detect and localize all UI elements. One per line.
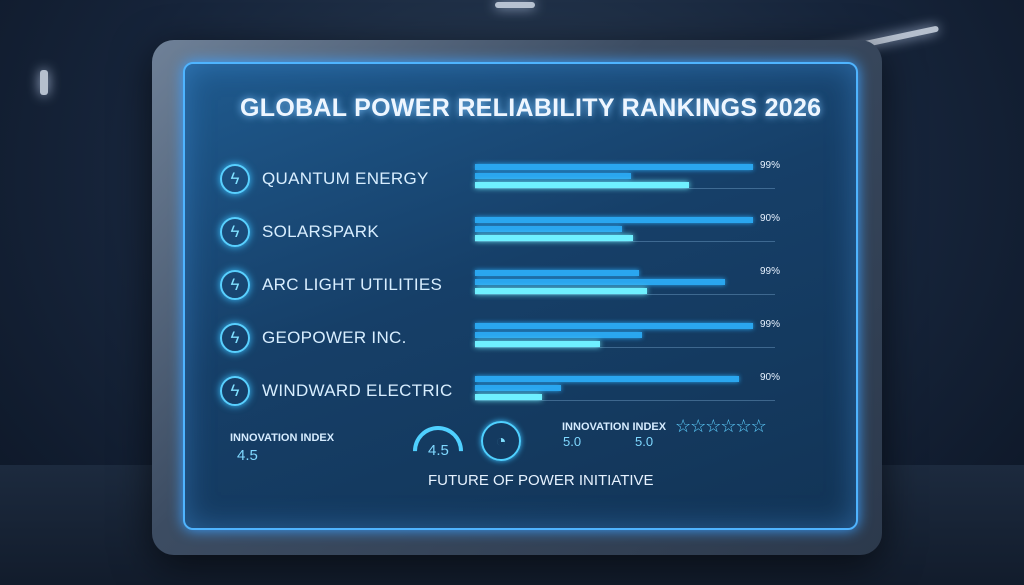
innovation-index-label-2: INNOVATION INDEX [562, 421, 667, 433]
company-name: WINDWARD ELECTRIC [262, 381, 453, 400]
grid-line [475, 294, 775, 295]
bar-bar3 [475, 341, 601, 347]
ranking-row: ϟ SOLARSPARK 90% [220, 213, 840, 257]
initiative-label: FUTURE OF POWER INITIATIVE [428, 472, 654, 489]
innovation-index-label: INNOVATION INDEX [230, 432, 335, 444]
bar-bar3 [475, 182, 690, 188]
innovation-index-value-2: 5.0 [563, 434, 582, 449]
ranking-row: ϟ WINDWARD ELECTRIC 90% [220, 372, 840, 416]
innovation-index-value: 4.5 [237, 447, 258, 464]
rating-stars: ☆☆☆☆☆☆ [675, 416, 767, 436]
dashboard-screen: GLOBAL POWER RELIABILITY RANKINGS 2026 ϟ… [183, 62, 858, 530]
bar-bar1 [475, 270, 640, 276]
page-title: GLOBAL POWER RELIABILITY RANKINGS 2026 [240, 94, 822, 122]
bar-bar3 [475, 235, 634, 241]
percent-label: 99% [760, 319, 781, 330]
percent-label: 99% [760, 266, 781, 277]
bar-bar3 [475, 288, 648, 294]
ranking-row: ϟ QUANTUM ENERGY 99% [220, 160, 840, 204]
bar-bar1 [475, 164, 753, 170]
percent-label: 99% [760, 160, 781, 171]
grid-line [475, 347, 775, 348]
bar-bar2 [475, 385, 562, 391]
lightning-bolt-icon: ϟ [220, 323, 250, 353]
bar-bar3 [475, 394, 542, 400]
speedometer-icon: ◔ [481, 421, 521, 461]
grid-line [475, 241, 775, 242]
gauge-value: 4.5 [428, 442, 449, 459]
lightning-bolt-icon: ϟ [220, 376, 250, 406]
ranking-row: ϟ ARC LIGHT UTILITIES 99% [220, 266, 840, 310]
grid-line [475, 188, 775, 189]
company-name: GEOPOWER INC. [262, 328, 407, 347]
company-name: SOLARSPARK [262, 222, 380, 241]
lightning-bolt-icon: ϟ [220, 217, 250, 247]
ceiling-light [495, 2, 535, 8]
bar-bar2 [475, 226, 623, 232]
percent-label: 90% [760, 372, 781, 383]
company-name: QUANTUM ENERGY [262, 169, 429, 188]
innovation-index-value-3: 5.0 [635, 434, 654, 449]
lightning-bolt-icon: ϟ [220, 270, 250, 300]
bar-bar1 [475, 217, 753, 223]
company-name: ARC LIGHT UTILITIES [262, 275, 443, 294]
ceiling-light [40, 70, 48, 95]
bar-bar2 [475, 332, 642, 338]
ranking-row: ϟ GEOPOWER INC. 99% [220, 319, 840, 363]
lightning-bolt-icon: ϟ [220, 164, 250, 194]
bar-bar1 [475, 376, 740, 382]
bar-bar2 [475, 279, 726, 285]
grid-line [475, 400, 775, 401]
percent-label: 90% [760, 213, 781, 224]
bar-bar1 [475, 323, 753, 329]
bar-bar2 [475, 173, 631, 179]
